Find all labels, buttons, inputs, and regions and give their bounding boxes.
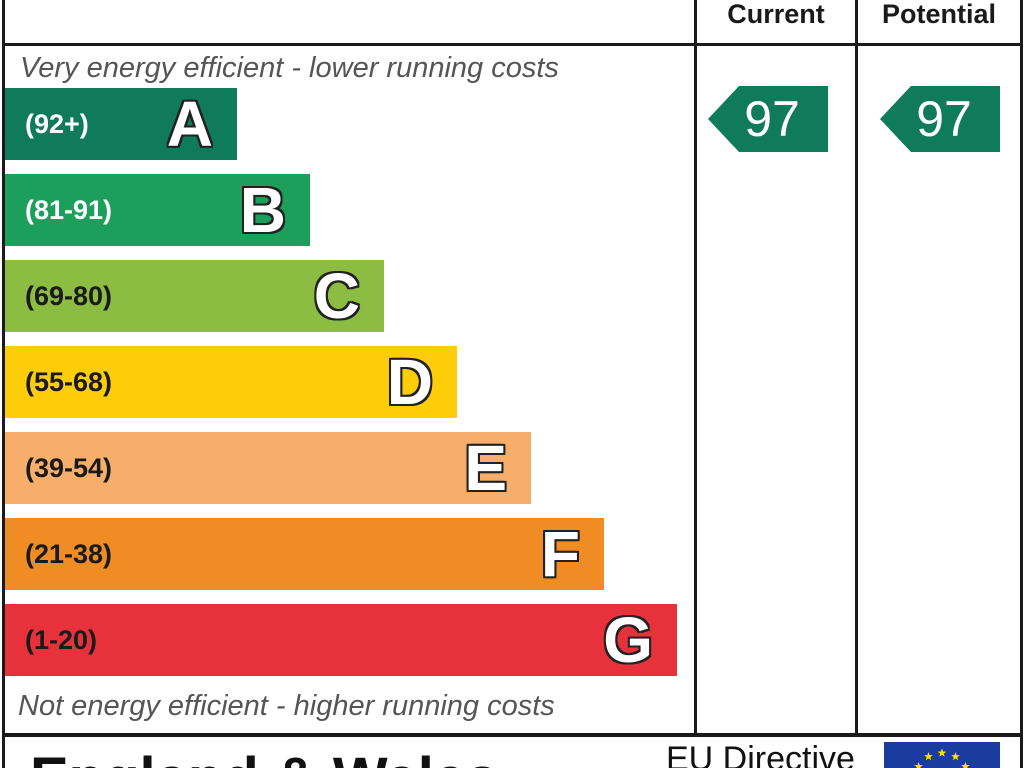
band-range-label-b: (81-91) <box>25 195 113 225</box>
flag-star <box>914 761 923 768</box>
potential-rating-arrow: 97 <box>880 86 1000 152</box>
band-letter-g: G <box>603 604 653 676</box>
band-range-label-e: (39-54) <box>25 453 113 483</box>
chart-bottom-border <box>2 733 1023 737</box>
eu-directive-label: EU Directive <box>666 742 855 768</box>
band-bar-e: (39-54) E <box>5 432 531 504</box>
band-range-label-c: (69-80) <box>25 281 113 311</box>
band-letter-f: F <box>540 518 580 590</box>
region-title: England & Wales <box>30 750 498 768</box>
current-column-header: Current <box>727 0 825 29</box>
header-divider <box>2 43 1023 46</box>
current-arrow-shape <box>708 86 828 152</box>
band-bar-f: (21-38) F <box>5 518 604 590</box>
band-letter-e: E <box>464 432 507 504</box>
potential-column-header: Potential <box>881 0 996 29</box>
band-letter-a: A <box>166 88 213 160</box>
current-arrow-polygon <box>708 86 828 152</box>
band-bar-g: (1-20) G <box>5 604 677 676</box>
potential-column-divider <box>855 0 858 737</box>
flag-star <box>937 748 947 757</box>
flag-star <box>951 752 960 761</box>
band-bar-c: (69-80) C <box>5 260 384 332</box>
current-rating-arrow: 97 <box>708 86 828 152</box>
certificate-footer: England & Wales EU Directive <box>5 737 1020 768</box>
frame-left-border <box>2 0 5 768</box>
band-range-label-f: (21-38) <box>25 539 113 569</box>
band-range-label-a: (92+) <box>25 109 89 139</box>
flag-star <box>961 761 970 768</box>
eu-flag-icon <box>884 742 1000 768</box>
frame-right-border <box>1020 0 1023 768</box>
current-column-divider <box>694 0 697 737</box>
current-rating-value: 97 <box>744 91 800 147</box>
band-bar-b: (81-91) B <box>5 174 310 246</box>
band-range-label-g: (1-20) <box>25 625 98 655</box>
eu-flag-background <box>884 742 1000 768</box>
band-letter-b: B <box>239 174 286 246</box>
potential-rating-value: 97 <box>916 91 972 147</box>
potential-arrow-polygon <box>880 86 1000 152</box>
band-letter-c: C <box>313 260 360 332</box>
bottom-caption: Not energy efficient - higher running co… <box>18 690 555 722</box>
flag-star <box>924 752 933 761</box>
band-bar-d: (55-68) D <box>5 346 457 418</box>
band-letter-d: D <box>386 346 433 418</box>
band-range-label-d: (55-68) <box>25 367 113 397</box>
band-bar-a: (92+) A <box>5 88 237 160</box>
top-caption: Very energy efficient - lower running co… <box>20 52 559 84</box>
potential-arrow-shape <box>880 86 1000 152</box>
